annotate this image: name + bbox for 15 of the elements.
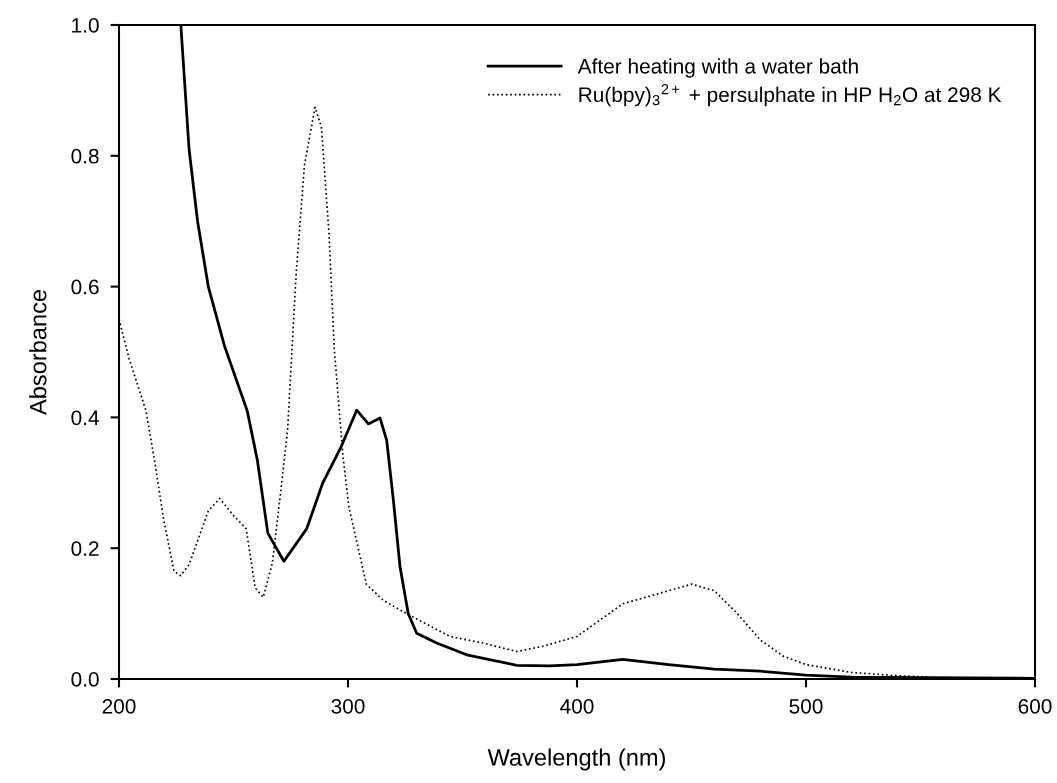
y-tick-label: 1.0	[72, 18, 99, 33]
y-tick-label: 0.0	[71, 672, 99, 687]
x-tick-label: 400	[560, 698, 594, 714]
y-tick-label: 0.8	[71, 148, 99, 164]
x-tick-label: 200	[102, 698, 136, 714]
y-tick-label: 0.2	[71, 541, 99, 556]
legend-label: After heating with a water bath	[577, 58, 858, 78]
x-axis-title: Wavelength (nm)	[487, 748, 665, 771]
x-tick-label: 600	[1018, 698, 1052, 714]
y-tick-label: 0.4	[71, 410, 99, 426]
legend-label: Ru(bpy)$_{3}$$^{2+}$ + persulphate in HP H$_{2}$O at 298 K	[579, 84, 1002, 107]
y-axis-title: Absorbance	[29, 290, 47, 415]
x-tick-label: 300	[331, 698, 365, 714]
y-tick-label: 0.6	[71, 279, 99, 295]
x-tick-label: 500	[789, 698, 823, 714]
